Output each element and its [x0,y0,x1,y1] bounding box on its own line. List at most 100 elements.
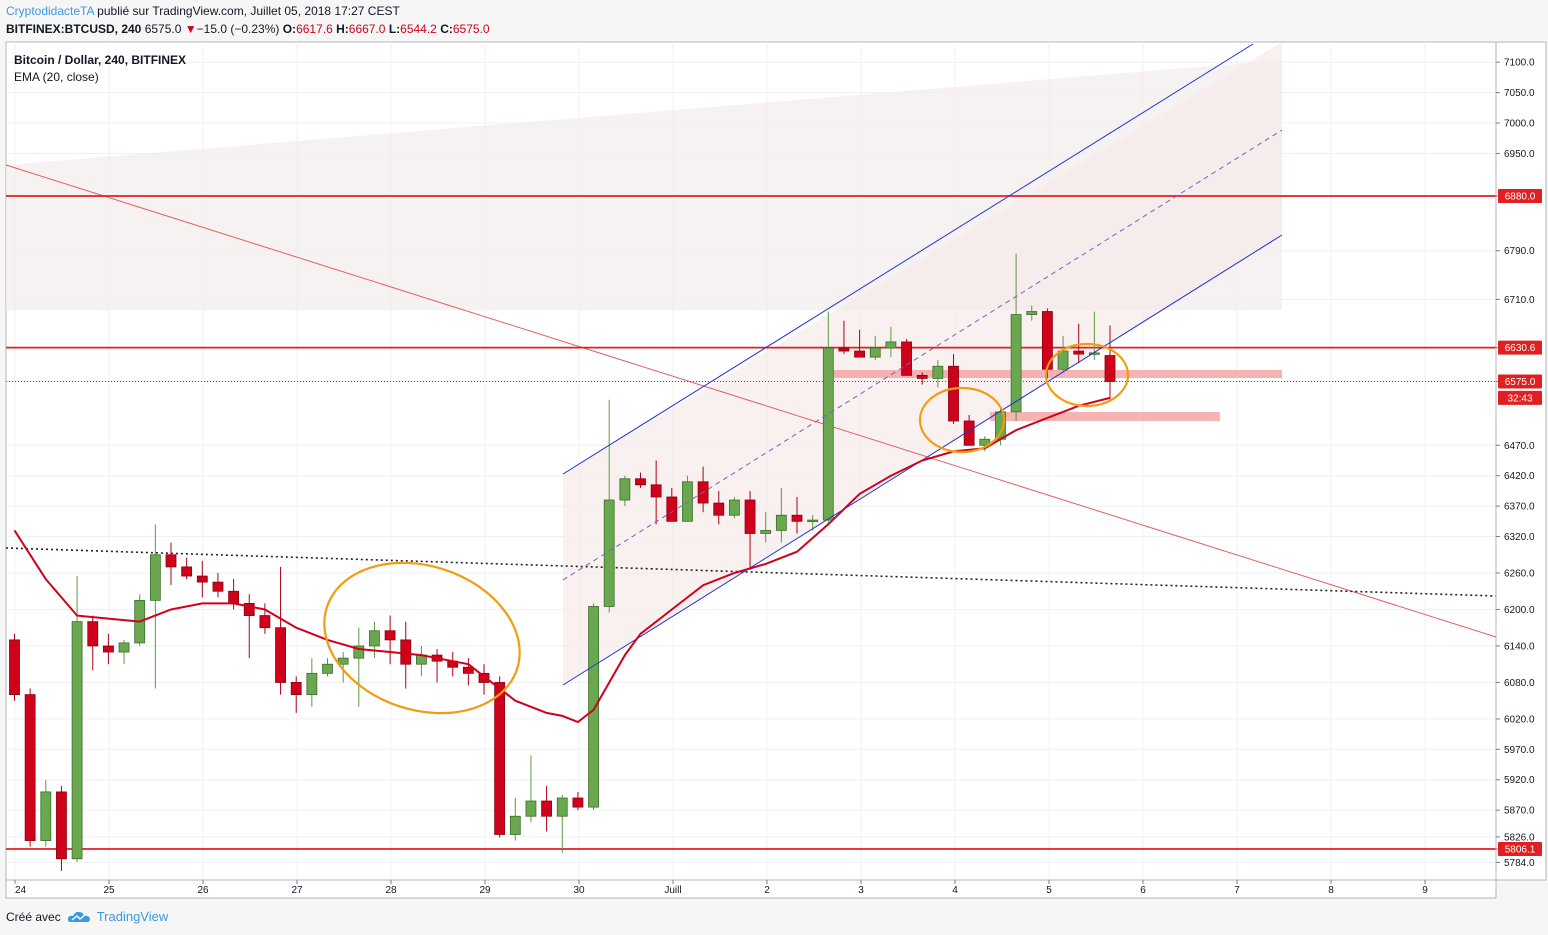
price-badge [1498,188,1542,203]
candle-body [760,530,772,534]
x-tick-label: 4 [952,885,958,896]
open-label: O: [282,22,297,36]
candle-body [118,642,130,653]
y-tick-label: 7000.0 [1504,119,1535,130]
candle-body [1010,314,1022,413]
candle-body [243,603,255,616]
x-tick-label: 26 [197,885,209,896]
candle-body [729,499,740,516]
support-zone [828,370,1282,378]
down-arrow-icon: ▼ [184,22,197,36]
candle-body [572,797,584,808]
y-tick-label: 6260.0 [1504,568,1535,579]
candle-body [791,514,803,522]
candle-body [807,519,819,522]
price-badge [1498,340,1542,355]
y-tick-label: 6200.0 [1504,605,1535,616]
candle-body [775,514,787,531]
x-tick-label: 7 [1234,885,1240,896]
candle-body [901,341,912,376]
y-tick-label: 5920.0 [1504,775,1535,786]
candle-body [541,800,552,817]
candle-body [1026,311,1038,315]
time-axis-background [5,879,1497,899]
candle-body [525,800,537,817]
price-axis-background [1495,41,1547,881]
price-badge [1498,374,1542,389]
time-axis[interactable]: 24 25 26 27 28 29 30 Juill 2 3 4 5 6 7 8 9 [14,880,1428,896]
y-tick-label: 6470.0 [1504,441,1535,452]
annotation-shapes-front [13,43,1283,724]
x-tick-label: 28 [385,885,397,896]
price-badge-label: 32:43 [1507,393,1532,404]
y-tick-label: 5784.0 [1504,858,1535,869]
publication-header: CryptodidacteTA publié sur TradingView.c… [6,4,400,18]
candle-body [369,630,380,647]
x-tick-label: 30 [573,885,585,896]
publication-info: publié sur TradingView.com, Juillet 05, … [97,4,400,18]
candle-body [259,615,271,629]
candle-body [478,672,490,683]
tradingview-link[interactable]: TradingView [96,909,169,924]
x-tick-label: 6 [1140,885,1146,896]
price-badge-label: 6880.0 [1505,191,1536,202]
candle-body [885,341,897,349]
dotted-trendline [5,547,1497,597]
candle-body [462,666,474,674]
y-tick-label: 5870.0 [1504,806,1535,817]
last-price: 6575.0 [144,22,182,36]
y-tick-label: 6950.0 [1504,149,1535,160]
y-tick-label: 6140.0 [1504,641,1535,652]
candle-body [87,621,99,647]
x-tick-label: 8 [1328,885,1334,896]
open-value: 6617.6 [296,22,333,36]
highlight-ellipse [1044,342,1130,408]
candle-body [869,347,881,358]
x-tick-label: 9 [1422,885,1428,896]
candle-body [103,645,114,653]
candle-body [1057,350,1069,370]
channel-median-line [562,129,1283,581]
price-badge-label: 6630.6 [1505,343,1536,354]
x-tick-label: 3 [858,885,864,896]
y-tick-label: 5970.0 [1504,745,1535,756]
y-tick-label: 6420.0 [1504,471,1535,482]
candle-body [149,554,161,601]
candle-body [556,797,568,817]
high-label: H: [336,22,349,36]
candle-body [181,566,193,577]
price-axis[interactable]: 7100.0 7050.0 7000.0 6950.0 6790.0 6710.0 6470… [1496,58,1542,869]
price-chart[interactable]: 7100.0 7050.0 7000.0 6950.0 6790.0 6710.0 6470… [0,0,1548,900]
candle-body [838,347,850,352]
y-tick-label: 5826.0 [1504,832,1535,843]
y-tick-label: 7100.0 [1504,58,1535,69]
candle-body [337,657,349,665]
close-value: 6575.0 [452,22,490,36]
ema-line [13,396,1111,724]
x-tick-label: Juill [664,885,681,896]
channel-upper-line [562,43,1254,475]
price-badge-label: 6575.0 [1505,377,1536,388]
low-label: L: [388,22,401,36]
candle-body [603,499,615,607]
price-badge [1498,390,1542,405]
high-value: 6667.0 [348,22,386,36]
author-link[interactable]: CryptodidacteTA [6,4,94,18]
x-tick-label: 24 [15,885,27,896]
candle-body [384,630,396,641]
candle-body [212,581,224,592]
candle-body [353,645,365,659]
candle-body [275,627,286,683]
candle-body [635,478,646,486]
y-tick-label: 6370.0 [1504,502,1535,513]
tradingview-cloud-icon[interactable] [67,910,91,924]
candle-body [854,350,865,358]
candle-body [932,365,944,379]
x-tick-label: 2 [764,885,770,896]
symbol-header: BITFINEX:BTCUSD, 240 6575.0 ▼−15.0 (−0.2… [6,22,490,36]
chart-legend-indicator: EMA (20, close) [14,70,99,84]
y-tick-label: 6320.0 [1504,532,1535,543]
candle-body [666,496,678,522]
candle-body [619,478,631,501]
candle-body [306,672,318,696]
